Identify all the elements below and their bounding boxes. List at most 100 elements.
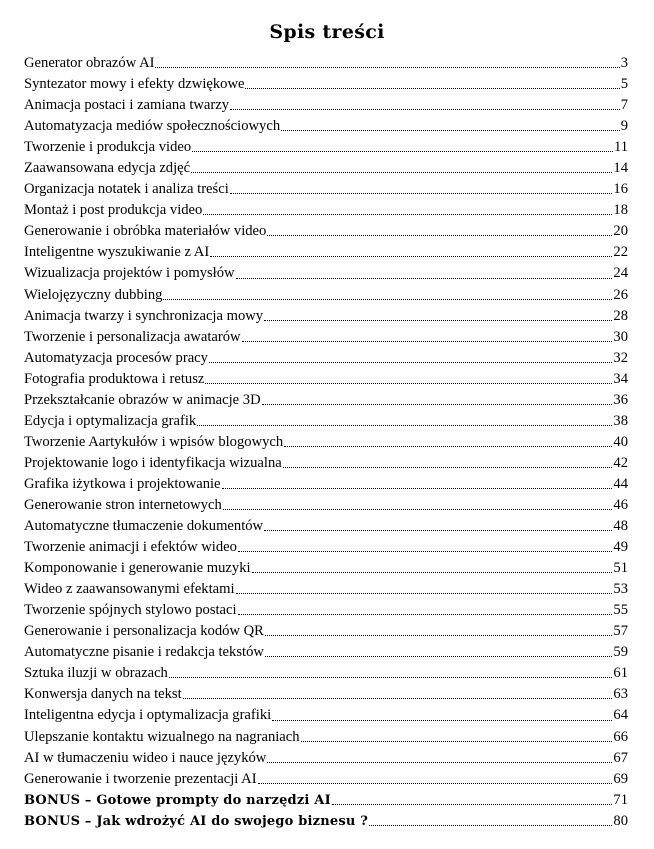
dot-leader xyxy=(272,719,613,721)
toc-entry[interactable]: Montaż i post produkcja video 18 xyxy=(24,200,628,221)
toc-entry[interactable]: Syntezator mowy i efekty dzwiękowe 5 xyxy=(24,74,628,95)
toc-entry[interactable]: Tworzenie animacji i efektów wideo 49 xyxy=(24,537,628,558)
toc-entry[interactable]: Generowanie i obróbka materiałów video 20 xyxy=(24,221,628,242)
toc-entry[interactable]: AI w tłumaczeniu wideo i nauce języków 67 xyxy=(24,748,628,769)
toc-entry[interactable]: Konwersja danych na tekst 63 xyxy=(24,684,628,705)
toc-entry-page-number: 22 xyxy=(613,244,628,261)
toc-entry-label: Syntezator mowy i efekty dzwiękowe xyxy=(24,76,245,93)
toc-entry-label: Grafika iżytkowa i projektowanie xyxy=(24,475,221,492)
dot-leader xyxy=(264,529,613,532)
dot-leader xyxy=(331,803,613,805)
dot-leader xyxy=(264,655,613,658)
toc-entry-label: BONUS – Jak wdrożyć AI do swojego biznes… xyxy=(24,813,369,829)
dot-leader xyxy=(182,697,613,700)
dot-leader xyxy=(235,592,613,595)
toc-entry-page-number: 69 xyxy=(613,770,628,787)
toc-entry[interactable]: Sztuka iluzji w obrazach 61 xyxy=(24,663,628,684)
toc-entry-label: Montaż i post produkcja video xyxy=(24,202,203,219)
toc-entry-page-number: 38 xyxy=(613,412,628,429)
toc-entry-page-number: 59 xyxy=(613,644,628,661)
toc-entry-label: Konwersja danych na tekst xyxy=(24,686,182,703)
toc-entry-page-number: 16 xyxy=(613,181,628,198)
dot-leader xyxy=(235,277,613,279)
toc-entry[interactable]: Inteligentne wyszukiwanie z AI 22 xyxy=(24,242,628,263)
toc-entry-label: Tworzenie animacji i efektów wideo xyxy=(24,539,237,556)
toc-entry[interactable]: Przekształcanie obrazów w animacje 3D 36 xyxy=(24,390,628,411)
toc-entry-label: Generowanie i obróbka materiałów video xyxy=(24,223,267,240)
dot-leader xyxy=(237,613,613,616)
toc-entry[interactable]: Wizualizacja projektów i pomysłów 24 xyxy=(24,263,628,284)
toc-entry[interactable]: Tworzenie Aartykułów i wpisów blogowych 4… xyxy=(24,432,628,453)
toc-entry-label: Generowanie stron internetowych xyxy=(24,496,222,513)
toc-entry[interactable]: Tworzenie i produkcja video 11 xyxy=(24,137,628,158)
toc-entry[interactable]: Generowanie stron internetowych 46 xyxy=(24,495,628,516)
toc-entry-label: Wideo z zaawansowanymi efektami xyxy=(24,581,235,598)
toc-entry[interactable]: Automatyczne pisanie i redakcja tekstów 5… xyxy=(24,642,628,663)
toc-entry[interactable]: Inteligentna edycja i optymalizacja graf… xyxy=(24,705,628,726)
toc-entry-label: Generowanie i personalizacja kodów QR xyxy=(24,623,264,640)
toc-entry[interactable]: Generowanie i tworzenie prezentacji AI 69 xyxy=(24,769,628,790)
page-title: Spis treści xyxy=(269,20,385,43)
dot-leader xyxy=(241,340,613,342)
toc-entry[interactable]: Generator obrazów AI 3 xyxy=(24,53,628,74)
toc-entry-page-number: 40 xyxy=(613,433,628,450)
toc-entry-label: Przekształcanie obrazów w animacje 3D xyxy=(24,391,261,408)
toc-entry-label: Tworzenie i personalizacja awatarów xyxy=(24,328,241,345)
toc-entry[interactable]: Wielojęzyczny dubbing 26 xyxy=(24,285,628,306)
toc-entry-label: Ulepszanie kontaktu wizualnego na nagran… xyxy=(24,728,300,745)
toc-entry-page-number: 49 xyxy=(613,539,628,556)
toc-entry-label: Generowanie i tworzenie prezentacji AI xyxy=(24,770,257,787)
toc-entry-page-number: 57 xyxy=(613,623,628,640)
toc-entry-label: Projektowanie logo i identyfikacja wizua… xyxy=(24,454,282,471)
toc-entry-label: Automatyczne pisanie i redakcja tekstów xyxy=(24,644,264,661)
dot-leader xyxy=(257,782,613,784)
toc-entry[interactable]: Edycja i optymalizacja grafik 38 xyxy=(24,411,628,432)
dot-leader xyxy=(282,466,613,468)
dot-leader xyxy=(205,382,613,384)
toc-entry-page-number: 11 xyxy=(613,139,628,156)
toc-entry[interactable]: Automatyczne tłumaczenie dokumentów 48 xyxy=(24,516,628,537)
toc-entry-page-number: 28 xyxy=(613,307,628,324)
dot-leader xyxy=(163,298,613,300)
toc-entry-page-number: 53 xyxy=(613,581,628,598)
toc-entry[interactable]: Ulepszanie kontaktu wizualnego na nagran… xyxy=(24,727,628,748)
toc-entry-page-number: 3 xyxy=(620,55,628,71)
toc-entry-page-number: 5 xyxy=(620,76,628,93)
toc-entry[interactable]: Grafika iżytkowa i projektowanie 44 xyxy=(24,474,628,495)
toc-entry-label: Animacja postaci i zamiana twarzy xyxy=(24,97,230,114)
dot-leader xyxy=(267,761,613,763)
dot-leader xyxy=(197,424,613,426)
toc-entry-label: Wizualizacja projektów i pomysłów xyxy=(24,265,235,282)
dot-leader xyxy=(155,66,620,69)
toc-entry[interactable]: Animacja postaci i zamiana twarzy 7 xyxy=(24,95,628,116)
toc-entry[interactable]: Automatyzacja procesów pracy 32 xyxy=(24,348,628,369)
dot-leader xyxy=(369,824,613,826)
toc-entry[interactable]: Animacja twarzy i synchronizacja mowy 28 xyxy=(24,306,628,327)
toc-entry[interactable]: Organizacja notatek i analiza treści 16 xyxy=(24,179,628,200)
dot-leader xyxy=(267,234,613,237)
toc-entry-page-number: 26 xyxy=(613,286,628,303)
toc-entry-bonus[interactable]: BONUS – Jak wdrożyć AI do swojego biznes… xyxy=(24,811,628,832)
toc-entry[interactable]: Tworzenie i personalizacja awatarów 30 xyxy=(24,327,628,348)
toc-entry[interactable]: Komponowanie i generowanie muzyki 51 xyxy=(24,558,628,579)
toc-entry-label: Sztuka iluzji w obrazach xyxy=(24,665,168,682)
dot-leader xyxy=(229,192,613,195)
toc-entry-label: Inteligentne wyszukiwanie z AI xyxy=(24,244,210,261)
dot-leader xyxy=(284,445,613,447)
toc-entry[interactable]: Tworzenie spójnych stylowo postaci 55 xyxy=(24,600,628,621)
toc-entry[interactable]: Automatyzacja mediów społecznościowych 9 xyxy=(24,116,628,137)
dot-leader xyxy=(192,150,613,153)
toc-entry-page-number: 42 xyxy=(613,454,628,471)
toc-entry-page-number: 61 xyxy=(613,665,628,682)
toc-entry[interactable]: Zaawansowana edycja zdjęć 14 xyxy=(24,158,628,179)
toc-entry[interactable]: Fotografia produktowa i retusz 34 xyxy=(24,369,628,390)
toc-entry[interactable]: Projektowanie logo i identyfikacja wizua… xyxy=(24,453,628,474)
toc-entry-label: Zaawansowana edycja zdjęć xyxy=(24,160,191,177)
toc-entry[interactable]: Wideo z zaawansowanymi efektami 53 xyxy=(24,579,628,600)
toc-entry-label: Edycja i optymalizacja grafik xyxy=(24,412,197,429)
toc-entry-label: Tworzenie i produkcja video xyxy=(24,139,192,156)
toc-entry-bonus[interactable]: BONUS – Gotowe prompty do narzędzi AI 71 xyxy=(24,790,628,811)
toc-entry[interactable]: Generowanie i personalizacja kodów QR 57 xyxy=(24,621,628,642)
toc-entry-label: Fotografia produktowa i retusz xyxy=(24,370,205,387)
toc-entry-label: Animacja twarzy i synchronizacja mowy xyxy=(24,307,264,324)
